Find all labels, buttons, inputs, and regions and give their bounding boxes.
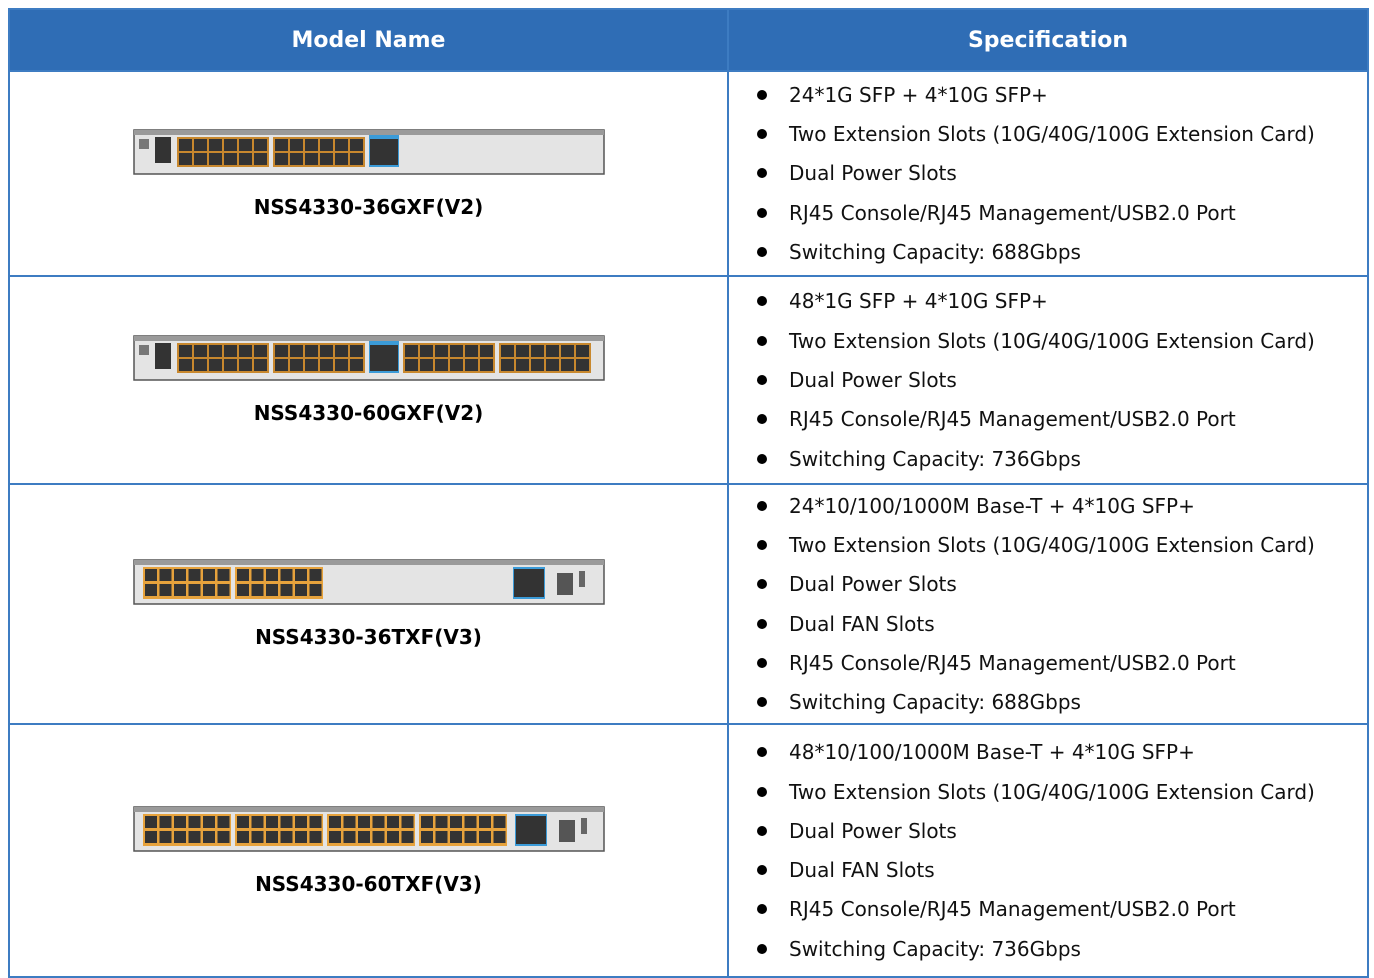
spec-text: Two Extension Slots (10G/40G/100G Extens… — [789, 122, 1315, 147]
spec-item: 48*10/100/1000M Base-T + 4*10G SFP+ — [757, 733, 1367, 772]
spec-text: Switching Capacity: 736Gbps — [789, 446, 1081, 471]
bullet — [757, 786, 767, 797]
bullet — [757, 89, 767, 100]
bullet — [757, 453, 767, 464]
spec-text: Dual Power Slots — [789, 367, 957, 392]
bullet — [757, 168, 767, 179]
spec-item: Dual Power Slots — [757, 154, 1367, 193]
model-name: NSS4330-60TXF(V3) — [255, 871, 482, 896]
spec-text: Two Extension Slots (10G/40G/100G Extens… — [789, 779, 1315, 804]
spec-item: 24*1G SFP + 4*10G SFP+ — [757, 75, 1367, 114]
spec-text: RJ45 Console/RJ45 Management/USB2.0 Port — [789, 897, 1236, 922]
bullet — [757, 540, 767, 551]
model-name: NSS4330-60GXF(V2) — [253, 401, 484, 425]
spec-item: Dual FAN Slots — [757, 604, 1367, 643]
spec-item: Dual FAN Slots — [757, 851, 1367, 890]
spec-cell: 48*1G SFP + 4*10G SFP+ Two Extension Slot… — [727, 275, 1369, 485]
spec-text: Switching Capacity: 736Gbps — [789, 936, 1081, 961]
spec-item: Switching Capacity: 688Gbps — [757, 232, 1367, 271]
bullet — [757, 697, 767, 708]
spec-item: Two Extension Slots (10G/40G/100G Extens… — [757, 115, 1367, 154]
spec-item: Switching Capacity: 736Gbps — [757, 439, 1367, 478]
bullet — [757, 657, 767, 668]
bullet — [757, 747, 767, 758]
spec-item: Two Extension Slots (10G/40G/100G Extens… — [757, 525, 1367, 564]
spec-text: Dual Power Slots — [789, 161, 957, 186]
spec-text: 48*10/100/1000M Base-T + 4*10G SFP+ — [789, 740, 1195, 765]
bullet — [757, 904, 767, 915]
model-name: NSS4330-36GXF(V2) — [253, 194, 484, 219]
bullet — [757, 247, 767, 258]
spec-text: Two Extension Slots (10G/40G/100G Extens… — [789, 533, 1315, 558]
bullet — [757, 374, 767, 385]
spec-item: Two Extension Slots (10G/40G/100G Extens… — [757, 772, 1367, 811]
spec-text: RJ45 Console/RJ45 Management/USB2.0 Port — [789, 200, 1236, 225]
spec-item: RJ45 Console/RJ45 Management/USB2.0 Port — [757, 890, 1367, 929]
model-cell: NSS4330-36GXF(V2) — [8, 70, 729, 277]
bullet — [757, 579, 767, 590]
spec-text: Dual FAN Slots — [789, 858, 935, 883]
model-cell: NSS4330-60TXF(V3) — [8, 723, 729, 978]
model-cell: NSS4330-60GXF(V2) — [8, 275, 729, 485]
bullet — [757, 865, 767, 876]
spec-item: RJ45 Console/RJ45 Management/USB2.0 Port — [757, 193, 1367, 232]
spec-text: Dual Power Slots — [789, 818, 957, 843]
bullet — [757, 825, 767, 836]
bullet — [757, 618, 767, 629]
spec-text: 24*1G SFP + 4*10G SFP+ — [789, 82, 1048, 107]
spec-item: 48*1G SFP + 4*10G SFP+ — [757, 282, 1367, 321]
bullet — [757, 129, 767, 140]
column-header: Model Name — [8, 8, 729, 72]
spec-item: Switching Capacity: 688Gbps — [757, 683, 1367, 722]
switch-image — [132, 559, 605, 605]
spec-text: 24*10/100/1000M Base-T + 4*10G SFP+ — [789, 493, 1195, 518]
bullet — [757, 207, 767, 218]
spec-item: Dual Power Slots — [757, 811, 1367, 850]
switch-image — [132, 128, 605, 175]
model-name: NSS4330-36TXF(V3) — [255, 625, 482, 649]
spec-text: RJ45 Console/RJ45 Management/USB2.0 Port — [789, 650, 1236, 675]
spec-cell: 24*1G SFP + 4*10G SFP+ Two Extension Slot… — [727, 70, 1369, 277]
spec-item: RJ45 Console/RJ45 Management/USB2.0 Port — [757, 643, 1367, 682]
spec-item: Dual Power Slots — [757, 360, 1367, 399]
bullet — [757, 335, 767, 346]
spec-cell: 24*10/100/1000M Base-T + 4*10G SFP+ Two E… — [727, 483, 1369, 725]
switch-image — [132, 335, 605, 381]
bullet — [757, 500, 767, 511]
column-header: Specification — [727, 8, 1369, 72]
spec-text: Dual Power Slots — [789, 572, 957, 597]
spec-item: RJ45 Console/RJ45 Management/USB2.0 Port — [757, 400, 1367, 439]
spec-item: Dual Power Slots — [757, 565, 1367, 604]
spec-item: 24*10/100/1000M Base-T + 4*10G SFP+ — [757, 486, 1367, 525]
bullet — [757, 943, 767, 954]
spec-item: Switching Capacity: 736Gbps — [757, 929, 1367, 968]
spec-text: Switching Capacity: 688Gbps — [789, 690, 1081, 715]
model-cell: NSS4330-36TXF(V3) — [8, 483, 729, 725]
spec-text: Two Extension Slots (10G/40G/100G Extens… — [789, 328, 1315, 353]
switch-image — [132, 805, 605, 852]
spec-item: Two Extension Slots (10G/40G/100G Extens… — [757, 321, 1367, 360]
spec-cell: 48*10/100/1000M Base-T + 4*10G SFP+ Two E… — [727, 723, 1369, 978]
spec-text: 48*1G SFP + 4*10G SFP+ — [789, 289, 1048, 314]
bullet — [757, 296, 767, 307]
spec-text: Dual FAN Slots — [789, 611, 935, 636]
spec-text: Switching Capacity: 688Gbps — [789, 240, 1081, 265]
spec-text: RJ45 Console/RJ45 Management/USB2.0 Port — [789, 407, 1236, 432]
bullet — [757, 414, 767, 425]
